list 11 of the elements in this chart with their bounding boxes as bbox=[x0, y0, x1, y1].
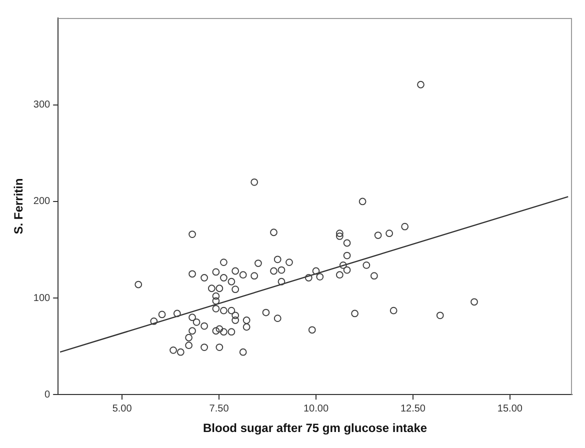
y-axis-title: S. Ferritin bbox=[12, 178, 26, 234]
y-tick-label: 0 bbox=[44, 389, 51, 400]
x-tick-label: 15.00 bbox=[497, 403, 523, 414]
x-tick-label: 10.00 bbox=[303, 403, 329, 414]
y-tick-label: 300 bbox=[33, 100, 51, 111]
x-tick-label: 12.50 bbox=[400, 403, 426, 414]
y-tick-label: 100 bbox=[33, 292, 51, 304]
y-tick-label: 200 bbox=[33, 196, 51, 208]
x-tick-label: 7.50 bbox=[209, 403, 230, 414]
x-tick-label: 5.00 bbox=[112, 403, 132, 414]
x-axis-title: Blood sugar after 75 gm glucose intake bbox=[203, 421, 428, 436]
